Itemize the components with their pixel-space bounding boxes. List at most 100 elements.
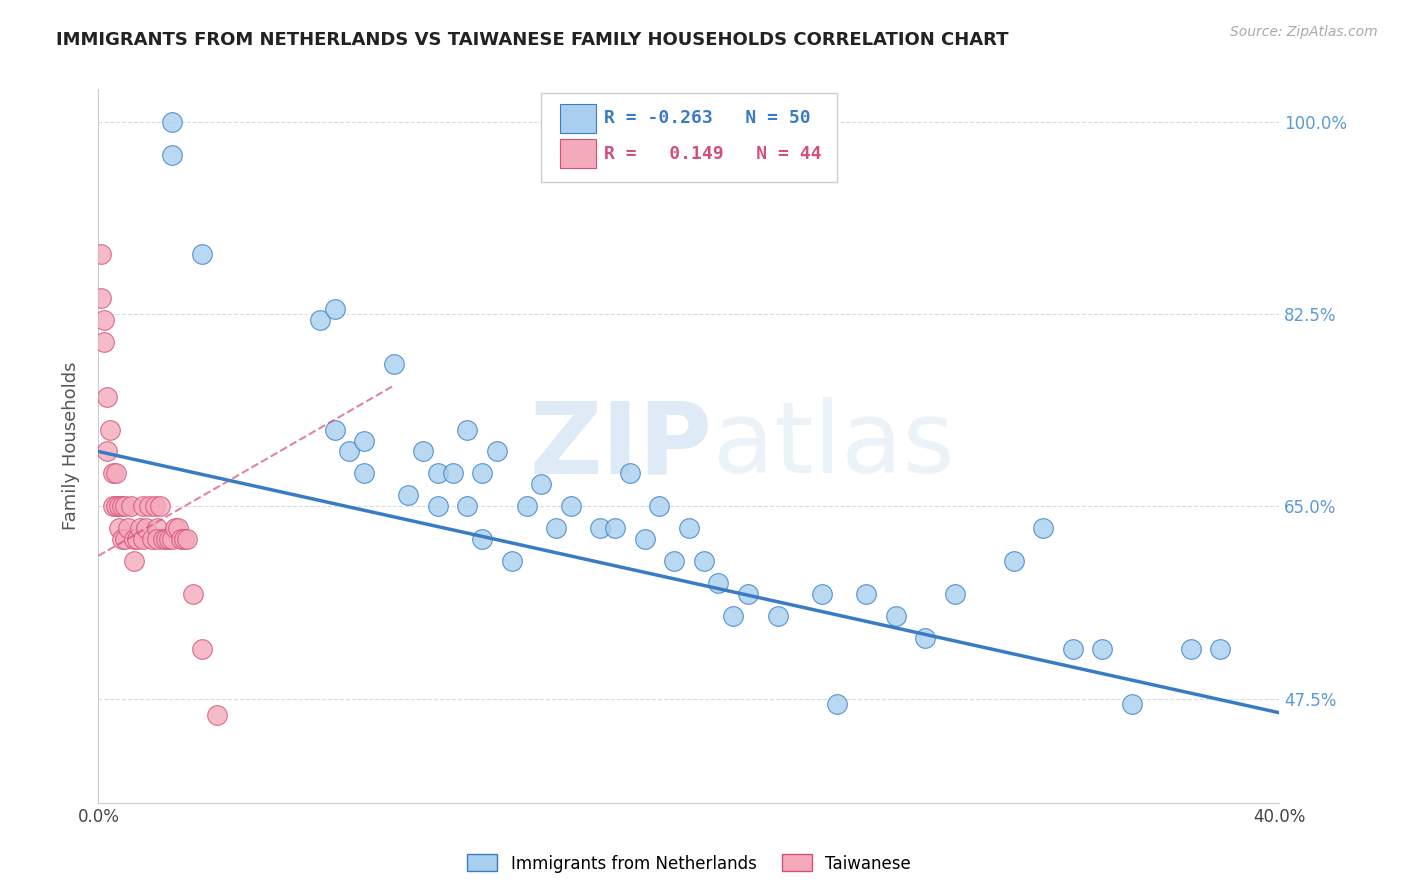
Point (396, 488, 419, 502)
Point (141, 533, 163, 547)
Point (737, 587, 759, 601)
Point (323, 301, 346, 316)
Point (353, 467, 375, 481)
Point (191, 247, 214, 261)
Point (605, 521, 627, 535)
Point (382, 357, 405, 371)
Point (135, 521, 157, 535)
Point (205, 708, 228, 723)
Point (1062, 642, 1084, 657)
Point (825, 697, 848, 711)
Point (471, 533, 494, 547)
Point (1209, 642, 1232, 657)
Point (93, 312, 115, 326)
Point (138, 500, 160, 514)
Point (323, 423, 346, 437)
Y-axis label: Family Households: Family Households (62, 362, 80, 530)
Point (90, 291, 112, 305)
Point (456, 500, 478, 514)
Point (157, 533, 180, 547)
Point (1121, 697, 1143, 711)
Point (103, 500, 125, 514)
Point (427, 467, 450, 481)
Point (810, 587, 832, 601)
Point (132, 500, 155, 514)
Point (515, 500, 537, 514)
Point (167, 521, 190, 535)
Point (170, 533, 193, 547)
Point (766, 609, 789, 624)
Point (117, 521, 139, 535)
Point (111, 533, 134, 547)
Point (546, 521, 568, 535)
Point (1180, 642, 1202, 657)
Point (471, 467, 494, 481)
FancyBboxPatch shape (560, 104, 596, 133)
Point (96, 444, 118, 458)
Point (120, 500, 142, 514)
Point (93, 334, 115, 349)
Point (96, 390, 118, 404)
Point (143, 500, 166, 514)
Point (149, 500, 172, 514)
Point (1002, 554, 1025, 568)
Point (132, 533, 155, 547)
Point (1091, 642, 1114, 657)
Point (165, 521, 187, 535)
Point (914, 631, 936, 645)
Point (707, 576, 730, 591)
Point (105, 500, 128, 514)
Point (353, 434, 375, 448)
Text: Source: ZipAtlas.com: Source: ZipAtlas.com (1230, 25, 1378, 39)
Text: R = -0.263   N = 50: R = -0.263 N = 50 (605, 110, 810, 128)
Point (589, 521, 612, 535)
Point (633, 533, 655, 547)
Point (111, 500, 134, 514)
Point (191, 642, 214, 657)
Point (128, 521, 150, 535)
Point (486, 444, 509, 458)
Point (530, 477, 553, 491)
Point (162, 533, 183, 547)
Point (108, 521, 131, 535)
Point (560, 500, 582, 514)
Point (456, 423, 478, 437)
Point (693, 554, 716, 568)
FancyBboxPatch shape (541, 93, 837, 182)
Point (108, 500, 131, 514)
Point (501, 554, 523, 568)
Point (412, 444, 434, 458)
Point (1032, 521, 1054, 535)
Point (943, 587, 966, 601)
Point (855, 587, 877, 601)
Point (723, 609, 745, 624)
Point (125, 533, 148, 547)
Text: ZIP: ZIP (530, 398, 713, 494)
Text: IMMIGRANTS FROM NETHERLANDS VS TAIWANESE FAMILY HOUSEHOLDS CORRELATION CHART: IMMIGRANTS FROM NETHERLANDS VS TAIWANESE… (56, 31, 1008, 49)
Point (309, 312, 332, 326)
FancyBboxPatch shape (560, 139, 596, 168)
Point (173, 533, 195, 547)
Point (678, 521, 700, 535)
Point (98, 423, 121, 437)
Point (441, 467, 464, 481)
Point (664, 554, 686, 568)
Legend: Immigrants from Netherlands, Taiwanese: Immigrants from Netherlands, Taiwanese (461, 847, 917, 880)
Point (162, 148, 183, 162)
Point (90, 247, 112, 261)
Point (114, 500, 136, 514)
Point (103, 467, 125, 481)
Point (114, 533, 136, 547)
Point (176, 533, 198, 547)
Point (884, 609, 907, 624)
Point (122, 533, 145, 547)
Point (146, 521, 169, 535)
Point (181, 587, 204, 601)
Text: R =   0.149   N = 44: R = 0.149 N = 44 (605, 145, 821, 163)
Text: atlas: atlas (713, 398, 955, 494)
Point (162, 115, 183, 129)
Point (146, 533, 169, 547)
Point (648, 500, 671, 514)
Point (155, 533, 177, 547)
Point (427, 500, 450, 514)
